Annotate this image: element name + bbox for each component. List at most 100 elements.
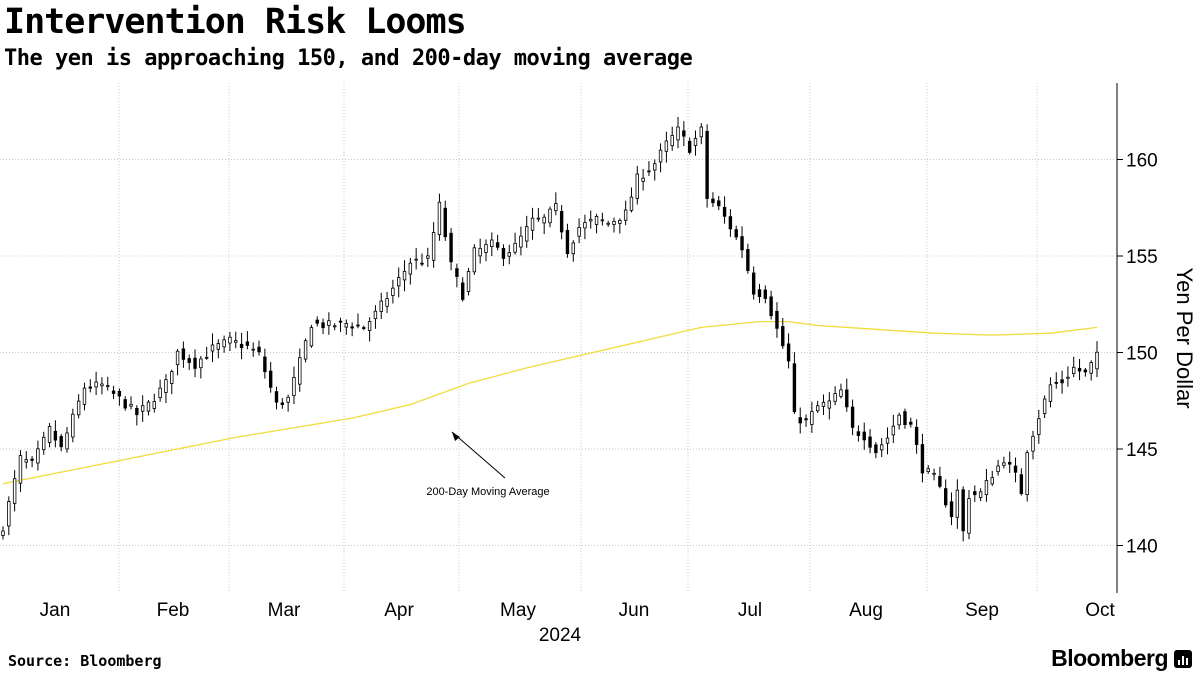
candle-body [175, 350, 180, 366]
candle-body [1077, 367, 1082, 372]
annotation-arrowhead [452, 432, 460, 441]
candle-body [920, 444, 925, 474]
candle-body [973, 491, 977, 496]
candle-body [332, 325, 337, 328]
candle-body [897, 414, 901, 426]
candle-body [885, 437, 890, 444]
candle-body [1037, 418, 1041, 435]
candle-body [1019, 474, 1024, 495]
candle-body [397, 277, 401, 287]
candle-body [798, 417, 802, 424]
candle-body [978, 491, 983, 498]
candle-body [472, 247, 477, 273]
candle-body [1002, 462, 1006, 466]
candle-body [59, 436, 63, 448]
candle-body [501, 247, 506, 259]
candle-body [274, 391, 279, 403]
candle-body [868, 436, 872, 448]
candle-body [373, 310, 378, 320]
candle-body [629, 196, 634, 211]
x-tick-label: May [500, 600, 536, 621]
candle-body [449, 232, 453, 263]
candle-body [775, 310, 779, 329]
candle-body [76, 400, 81, 416]
candle-body [298, 357, 302, 385]
candle-body [874, 444, 878, 454]
candle-body [717, 200, 721, 207]
candle-body [1, 530, 5, 536]
candle-body [786, 343, 791, 362]
candle-body [414, 258, 418, 261]
candle-body [461, 282, 465, 300]
x-tick-label: Jul [738, 600, 762, 621]
candle-body [443, 207, 447, 238]
candle-body [647, 170, 651, 173]
bloomberg-chart-icon [1174, 650, 1192, 668]
candle-body [42, 436, 46, 451]
candle-body [1072, 366, 1076, 374]
chart-subtitle: The yen is approaching 150, and 200-day … [4, 46, 693, 71]
bloomberg-logo: Bloomberg [1051, 645, 1168, 671]
candle-body [990, 477, 994, 485]
candle-body [967, 498, 971, 534]
candle-body [612, 220, 616, 225]
moving-average-line [2, 320, 1098, 485]
candle-body [158, 387, 162, 399]
x-tick-label: Jan [40, 600, 71, 621]
candle-body [362, 327, 366, 329]
candle-body [949, 501, 954, 518]
candle-body [455, 268, 459, 277]
candle-body [478, 247, 482, 257]
candle-body [711, 198, 715, 204]
candle-body [781, 326, 785, 347]
candle-body [140, 405, 145, 412]
candle-body [664, 140, 669, 152]
candle-body [222, 339, 226, 348]
candle-body [204, 356, 209, 359]
candle-body [100, 383, 104, 387]
candle-body [821, 401, 826, 407]
candle-body [542, 216, 546, 224]
candle-body [402, 270, 407, 281]
candle-body [804, 418, 808, 421]
candle-body [682, 130, 686, 137]
candle-body [199, 358, 203, 369]
candle-body [705, 131, 709, 199]
candle-body [862, 431, 866, 441]
candle-body [722, 206, 727, 217]
candle-body [164, 379, 168, 393]
chart-title: Intervention Risk Looms [4, 2, 467, 42]
candle-body [170, 371, 174, 384]
candle-body [961, 489, 965, 532]
candle-body [36, 448, 40, 464]
candle-body [426, 255, 430, 259]
candle-body [24, 459, 28, 463]
x-tick-label: Mar [268, 600, 301, 621]
candle-body [594, 216, 599, 225]
candle-body [315, 319, 319, 324]
candle-body [938, 475, 942, 487]
candle-body [385, 298, 389, 307]
candle-body [839, 389, 843, 397]
candle-body [944, 488, 948, 506]
candle-body [827, 400, 832, 409]
candles [1, 116, 1099, 542]
y-tick-label: 150 [1126, 344, 1158, 365]
candle-body [554, 203, 558, 212]
candle-body [903, 411, 907, 426]
candle-body [559, 210, 564, 233]
candle-body [810, 411, 814, 425]
candle-body [181, 348, 186, 360]
candle-body [600, 219, 605, 222]
candle-body [71, 413, 75, 438]
candle-body [495, 242, 500, 248]
candle-body [30, 458, 34, 461]
candle-body [565, 229, 570, 255]
candle-body [996, 465, 1000, 473]
source-note: Source: Bloomberg [8, 652, 162, 670]
candle-body [879, 444, 884, 451]
candle-body [117, 391, 122, 397]
candle-body [1025, 452, 1029, 496]
y-tick-label: 155 [1126, 247, 1158, 268]
candle-body [431, 232, 436, 261]
